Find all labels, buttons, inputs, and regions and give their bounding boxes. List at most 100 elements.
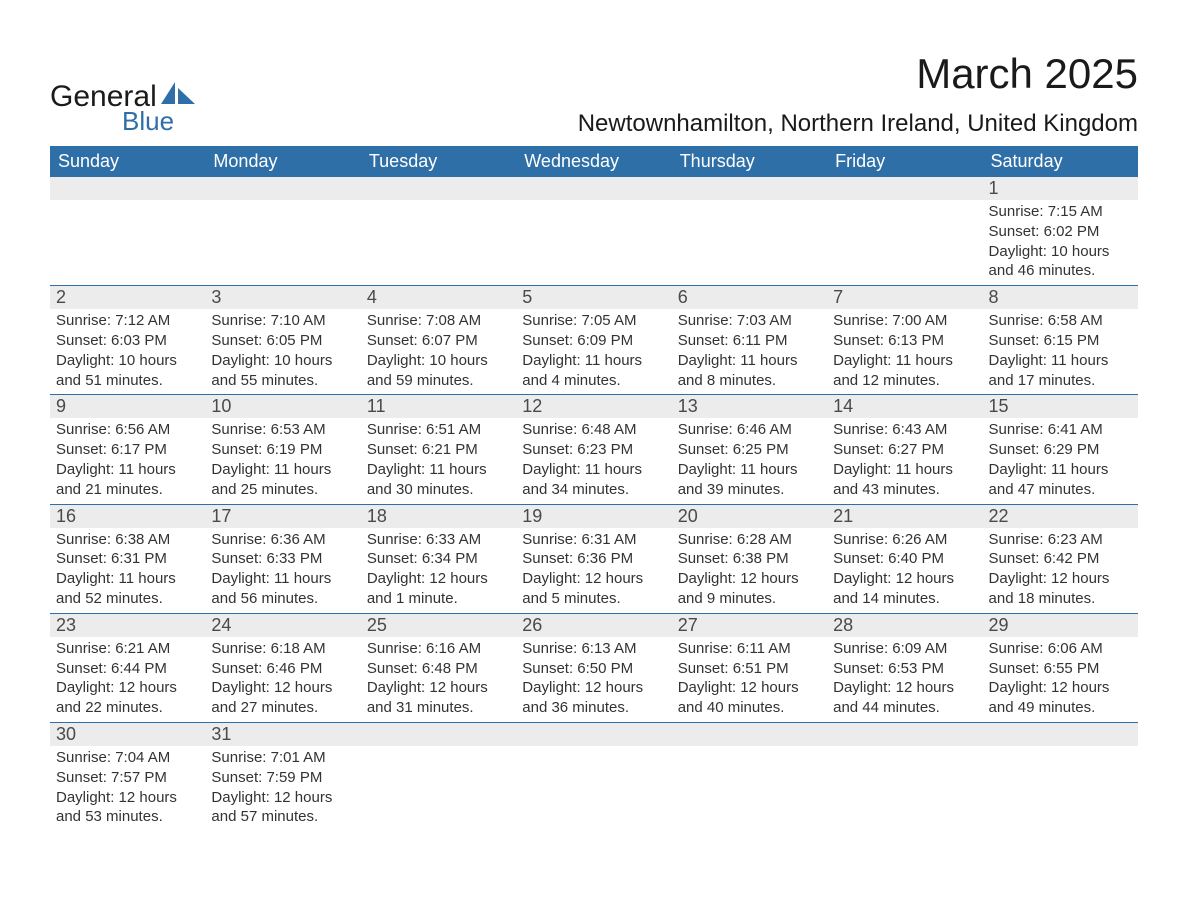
daylight2-text: and 8 minutes. (678, 371, 821, 391)
sunrise-text: Sunrise: 6:11 AM (678, 639, 821, 659)
daylight1-text: Daylight: 11 hours (833, 351, 976, 371)
sunrise-text: Sunrise: 6:48 AM (522, 420, 665, 440)
day-number (827, 177, 982, 200)
day-number: 29 (983, 613, 1138, 637)
day-number: 19 (516, 504, 671, 528)
daylight1-text: Daylight: 12 hours (678, 678, 821, 698)
sunrise-text: Sunrise: 6:16 AM (367, 639, 510, 659)
day-number: 14 (827, 395, 982, 419)
day-details: Sunrise: 6:28 AMSunset: 6:38 PMDaylight:… (672, 528, 827, 614)
daylight2-text: and 31 minutes. (367, 698, 510, 718)
day-details (983, 746, 1138, 831)
day-header: Tuesday (361, 146, 516, 177)
sunrise-text: Sunrise: 6:58 AM (989, 311, 1132, 331)
daylight2-text: and 12 minutes. (833, 371, 976, 391)
day-details (672, 746, 827, 831)
sunrise-text: Sunrise: 6:28 AM (678, 530, 821, 550)
details-row: Sunrise: 6:56 AMSunset: 6:17 PMDaylight:… (50, 418, 1138, 504)
day-details: Sunrise: 6:16 AMSunset: 6:48 PMDaylight:… (361, 637, 516, 723)
sunrise-text: Sunrise: 6:43 AM (833, 420, 976, 440)
day-number: 18 (361, 504, 516, 528)
day-number: 25 (361, 613, 516, 637)
day-header: Wednesday (516, 146, 671, 177)
day-number: 4 (361, 286, 516, 310)
day-details: Sunrise: 7:04 AMSunset: 7:57 PMDaylight:… (50, 746, 205, 831)
daylight2-text: and 40 minutes. (678, 698, 821, 718)
sunset-text: Sunset: 6:19 PM (211, 440, 354, 460)
daylight1-text: Daylight: 12 hours (989, 569, 1132, 589)
daylight1-text: Daylight: 11 hours (367, 460, 510, 480)
day-number: 20 (672, 504, 827, 528)
daylight2-text: and 43 minutes. (833, 480, 976, 500)
daylight1-text: Daylight: 11 hours (989, 351, 1132, 371)
sunset-text: Sunset: 6:15 PM (989, 331, 1132, 351)
daylight2-text: and 34 minutes. (522, 480, 665, 500)
day-details: Sunrise: 6:23 AMSunset: 6:42 PMDaylight:… (983, 528, 1138, 614)
daylight2-text: and 51 minutes. (56, 371, 199, 391)
details-row: Sunrise: 6:38 AMSunset: 6:31 PMDaylight:… (50, 528, 1138, 614)
sunset-text: Sunset: 7:59 PM (211, 768, 354, 788)
day-number: 16 (50, 504, 205, 528)
sunset-text: Sunset: 6:13 PM (833, 331, 976, 351)
day-number (672, 722, 827, 746)
daynum-row: 3031 (50, 722, 1138, 746)
sunset-text: Sunset: 6:40 PM (833, 549, 976, 569)
sunrise-text: Sunrise: 6:31 AM (522, 530, 665, 550)
day-number: 1 (983, 177, 1138, 200)
day-details: Sunrise: 6:09 AMSunset: 6:53 PMDaylight:… (827, 637, 982, 723)
day-number: 28 (827, 613, 982, 637)
day-details: Sunrise: 6:46 AMSunset: 6:25 PMDaylight:… (672, 418, 827, 504)
daylight2-text: and 30 minutes. (367, 480, 510, 500)
day-number (516, 722, 671, 746)
daylight1-text: Daylight: 11 hours (56, 460, 199, 480)
day-details: Sunrise: 6:48 AMSunset: 6:23 PMDaylight:… (516, 418, 671, 504)
day-details (50, 200, 205, 286)
daylight2-text: and 9 minutes. (678, 589, 821, 609)
sunset-text: Sunset: 6:11 PM (678, 331, 821, 351)
sunrise-text: Sunrise: 7:03 AM (678, 311, 821, 331)
sunrise-text: Sunrise: 6:51 AM (367, 420, 510, 440)
daylight2-text: and 25 minutes. (211, 480, 354, 500)
daylight1-text: Daylight: 10 hours (367, 351, 510, 371)
daynum-row: 1 (50, 177, 1138, 200)
day-number (672, 177, 827, 200)
sunrise-text: Sunrise: 7:04 AM (56, 748, 199, 768)
day-details: Sunrise: 7:15 AMSunset: 6:02 PMDaylight:… (983, 200, 1138, 286)
day-details: Sunrise: 6:21 AMSunset: 6:44 PMDaylight:… (50, 637, 205, 723)
sunset-text: Sunset: 6:03 PM (56, 331, 199, 351)
day-number: 10 (205, 395, 360, 419)
sunrise-text: Sunrise: 7:08 AM (367, 311, 510, 331)
day-details: Sunrise: 6:18 AMSunset: 6:46 PMDaylight:… (205, 637, 360, 723)
day-details: Sunrise: 6:31 AMSunset: 6:36 PMDaylight:… (516, 528, 671, 614)
daylight2-text: and 59 minutes. (367, 371, 510, 391)
month-title: March 2025 (578, 50, 1138, 98)
day-number (516, 177, 671, 200)
sunrise-text: Sunrise: 7:00 AM (833, 311, 976, 331)
daylight1-text: Daylight: 11 hours (211, 460, 354, 480)
sunrise-text: Sunrise: 6:56 AM (56, 420, 199, 440)
day-number: 3 (205, 286, 360, 310)
location: Newtownhamilton, Northern Ireland, Unite… (578, 110, 1138, 138)
sunset-text: Sunset: 6:09 PM (522, 331, 665, 351)
daylight1-text: Daylight: 11 hours (211, 569, 354, 589)
calendar-table: Sunday Monday Tuesday Wednesday Thursday… (50, 146, 1138, 831)
header: General Blue March 2025 Newtownhamilton,… (50, 50, 1138, 138)
brand-logo: General Blue (50, 80, 195, 137)
day-details: Sunrise: 6:56 AMSunset: 6:17 PMDaylight:… (50, 418, 205, 504)
sunrise-text: Sunrise: 7:05 AM (522, 311, 665, 331)
day-number: 21 (827, 504, 982, 528)
day-details: Sunrise: 7:12 AMSunset: 6:03 PMDaylight:… (50, 309, 205, 395)
day-details: Sunrise: 7:08 AMSunset: 6:07 PMDaylight:… (361, 309, 516, 395)
daylight2-text: and 18 minutes. (989, 589, 1132, 609)
day-number: 9 (50, 395, 205, 419)
daylight2-text: and 56 minutes. (211, 589, 354, 609)
sunrise-text: Sunrise: 7:15 AM (989, 202, 1132, 222)
daylight1-text: Daylight: 12 hours (211, 788, 354, 808)
day-number: 24 (205, 613, 360, 637)
day-details (205, 200, 360, 286)
sunset-text: Sunset: 6:46 PM (211, 659, 354, 679)
sunrise-text: Sunrise: 7:10 AM (211, 311, 354, 331)
sunset-text: Sunset: 6:48 PM (367, 659, 510, 679)
daylight1-text: Daylight: 10 hours (211, 351, 354, 371)
day-number: 7 (827, 286, 982, 310)
